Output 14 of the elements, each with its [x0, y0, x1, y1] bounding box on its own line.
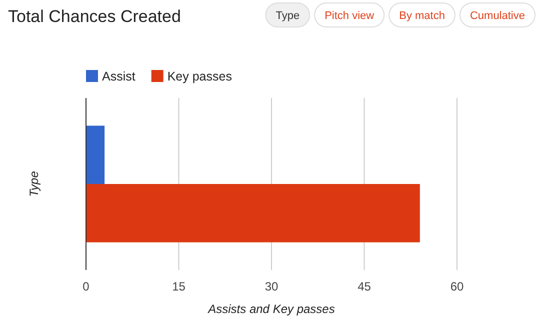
x-tick-label: 0: [82, 280, 90, 294]
legend-label: Key passes: [167, 70, 232, 84]
x-tick-label: 30: [264, 280, 278, 294]
x-tick-label: 15: [172, 280, 186, 294]
text: Type: [276, 10, 300, 22]
text: Pitch view: [324, 10, 374, 22]
text: Cumulative: [470, 10, 525, 22]
x-tick-label: 60: [450, 280, 464, 294]
y-axis-title: Type: [27, 170, 41, 197]
x-axis-title: Assists and Key passes: [207, 302, 335, 316]
chart-title: Total Chances Created: [8, 7, 181, 26]
text: By match: [399, 10, 445, 22]
legend-label: Assist: [102, 70, 136, 84]
x-tick-label: 45: [358, 280, 372, 294]
